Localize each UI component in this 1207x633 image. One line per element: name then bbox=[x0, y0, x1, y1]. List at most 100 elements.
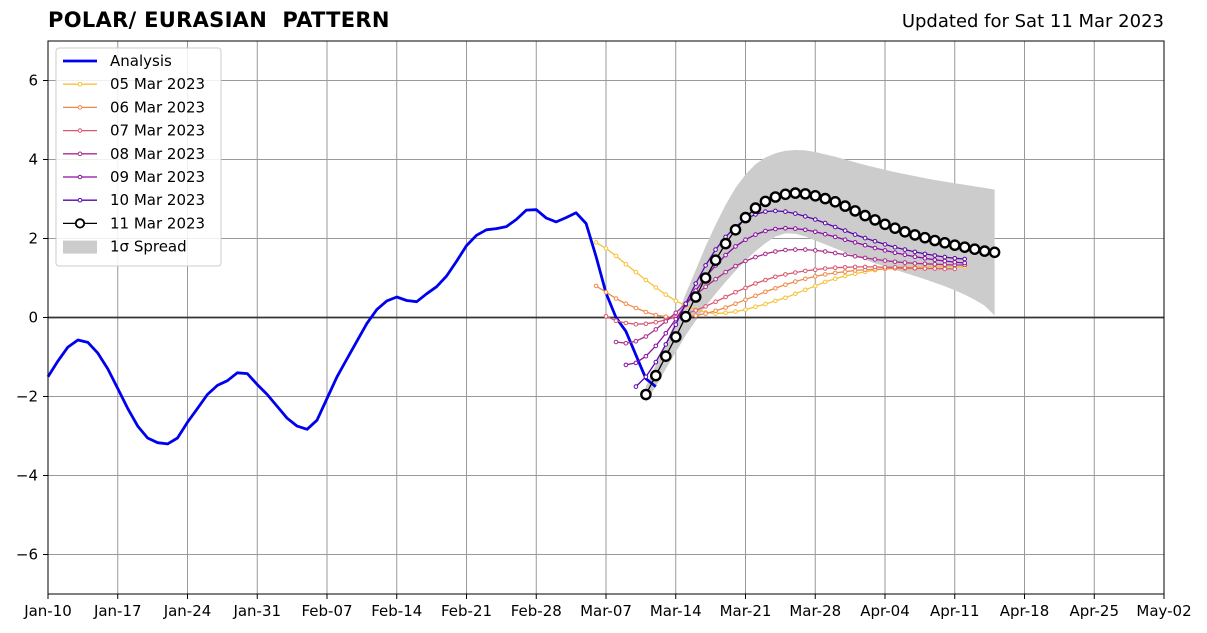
y-tick-label: −2 bbox=[16, 388, 38, 406]
data-point bbox=[613, 253, 619, 259]
data-point bbox=[773, 298, 778, 304]
y-tick-label: −4 bbox=[16, 467, 38, 485]
legend-label: 1σ Spread bbox=[110, 238, 187, 256]
data-point bbox=[673, 316, 679, 322]
data-point bbox=[683, 301, 689, 307]
data-point bbox=[753, 254, 758, 260]
data-point bbox=[593, 240, 599, 245]
data-point bbox=[783, 225, 788, 231]
data-point bbox=[763, 251, 768, 257]
data-point bbox=[889, 222, 901, 234]
data-point bbox=[962, 256, 968, 262]
data-point bbox=[803, 276, 808, 282]
legend-label: 06 Mar 2023 bbox=[110, 98, 205, 116]
data-point bbox=[603, 289, 609, 295]
data-point bbox=[703, 304, 708, 309]
data-point bbox=[842, 269, 848, 275]
data-point bbox=[643, 374, 649, 380]
data-point bbox=[892, 244, 898, 250]
data-point bbox=[763, 301, 768, 307]
data-point bbox=[703, 263, 708, 268]
data-point bbox=[703, 311, 708, 316]
y-axis: −6 −4 −2 0 2 4 6 bbox=[16, 72, 48, 564]
data-point bbox=[633, 338, 639, 344]
data-point bbox=[783, 295, 788, 301]
data-point bbox=[693, 281, 699, 286]
data-point bbox=[793, 291, 798, 297]
data-point bbox=[942, 254, 948, 260]
data-point bbox=[803, 227, 808, 233]
data-point bbox=[922, 261, 928, 267]
data-point bbox=[822, 272, 828, 277]
data-point bbox=[912, 261, 918, 266]
data-point bbox=[753, 293, 758, 299]
data-point bbox=[603, 314, 609, 319]
data-point bbox=[892, 259, 898, 265]
data-point bbox=[653, 327, 659, 332]
x-tick-label: Feb-21 bbox=[441, 602, 492, 620]
data-point bbox=[822, 266, 828, 271]
data-point bbox=[763, 209, 768, 214]
data-point bbox=[862, 242, 868, 248]
data-point bbox=[743, 297, 748, 303]
data-point bbox=[832, 265, 838, 271]
data-point bbox=[932, 257, 938, 263]
data-point bbox=[693, 308, 699, 313]
data-point bbox=[779, 188, 792, 201]
x-tick-label: May-02 bbox=[1136, 602, 1191, 620]
data-point bbox=[882, 265, 888, 270]
x-tick-label: Jan-17 bbox=[93, 602, 142, 620]
data-point bbox=[852, 232, 858, 237]
data-point bbox=[809, 189, 822, 202]
data-point bbox=[942, 266, 948, 272]
data-point bbox=[733, 309, 738, 314]
x-tick-label: Jan-24 bbox=[163, 602, 212, 620]
data-point bbox=[633, 321, 639, 327]
data-point bbox=[773, 249, 778, 254]
data-point bbox=[952, 266, 958, 272]
data-point bbox=[882, 248, 888, 253]
legend-label: 05 Mar 2023 bbox=[110, 75, 205, 93]
data-point bbox=[623, 340, 629, 346]
data-point bbox=[872, 257, 878, 262]
data-point bbox=[803, 247, 808, 252]
data-point bbox=[882, 242, 888, 247]
data-point bbox=[978, 245, 991, 257]
data-point bbox=[862, 255, 868, 261]
data-point bbox=[689, 291, 702, 303]
updated-date: Updated for Sat 11 Mar 2023 bbox=[901, 11, 1164, 32]
data-point bbox=[932, 253, 938, 258]
data-point bbox=[932, 266, 938, 271]
legend-swatch-spread bbox=[63, 240, 97, 254]
data-point bbox=[679, 310, 692, 323]
data-point bbox=[623, 362, 629, 368]
data-point bbox=[892, 265, 898, 270]
data-point bbox=[613, 339, 619, 345]
data-point bbox=[869, 214, 881, 226]
data-point bbox=[892, 250, 898, 255]
data-point bbox=[650, 369, 662, 382]
x-tick-label: Mar-14 bbox=[650, 602, 702, 620]
data-point bbox=[922, 251, 928, 257]
data-point bbox=[713, 247, 718, 252]
legend-box bbox=[55, 47, 222, 267]
data-point bbox=[912, 265, 918, 271]
x-tick-label: Apr-18 bbox=[1000, 602, 1050, 620]
x-tick-label: Apr-25 bbox=[1070, 602, 1120, 620]
data-point bbox=[793, 211, 798, 216]
data-point bbox=[673, 322, 679, 327]
data-point bbox=[663, 319, 669, 324]
data-point bbox=[673, 310, 679, 316]
data-point bbox=[932, 261, 938, 267]
x-tick-label: Feb-14 bbox=[371, 602, 422, 620]
legend-label: 09 Mar 2023 bbox=[110, 168, 205, 186]
data-point bbox=[623, 261, 629, 267]
data-point bbox=[759, 195, 772, 208]
data-point bbox=[842, 237, 848, 242]
data-point bbox=[633, 269, 639, 275]
data-point bbox=[852, 253, 858, 259]
data-point bbox=[663, 331, 669, 336]
data-point bbox=[912, 249, 918, 255]
data-point bbox=[743, 237, 748, 242]
legend-label: 07 Mar 2023 bbox=[110, 122, 205, 140]
